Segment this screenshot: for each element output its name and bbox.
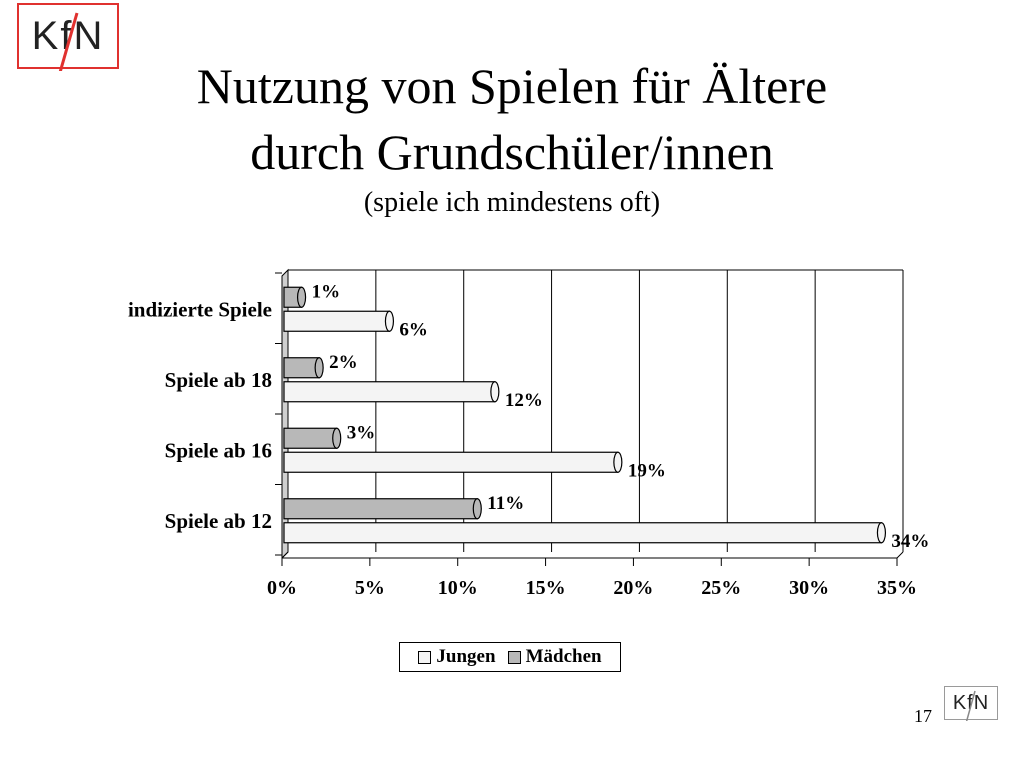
data-label: 12% [505, 390, 543, 411]
page-number: 17 [914, 706, 932, 726]
bar-cap [613, 451, 623, 473]
x-tick-label: 35% [877, 577, 917, 599]
logo-small-text: KfN [952, 691, 990, 714]
bar-jungen [283, 381, 496, 403]
data-label: 1% [312, 281, 341, 302]
bar-jungen [283, 522, 883, 544]
legend-item-jungen: Jungen [418, 646, 496, 668]
bar-cap [490, 381, 500, 403]
x-tick-label: 0% [267, 577, 297, 599]
legend-item-maedchen: Mädchen [507, 646, 602, 668]
chart-legend: Jungen Mädchen [399, 642, 621, 672]
category-label: indizierte Spiele [128, 297, 272, 321]
bar-cap [472, 498, 482, 520]
page-subtitle: (spiele ich mindestens oft) [363, 187, 661, 218]
x-axis-floor-edge-right [896, 551, 904, 559]
page-title-line2: durch Grundschüler/innen [250, 124, 774, 180]
bar-cap [332, 427, 342, 449]
bar-cap [384, 310, 395, 332]
x-tick-label: 20% [613, 577, 653, 599]
legend-swatch-jungen [418, 650, 432, 664]
x-tick-label: 5% [355, 577, 385, 599]
x-tick-label: 10% [438, 577, 478, 599]
data-label: 6% [399, 319, 428, 340]
legend-swatch-maedchen [507, 650, 521, 664]
bar-maedchen [283, 427, 338, 449]
data-label: 2% [329, 352, 358, 373]
bar-cap [314, 357, 324, 379]
bar-jungen [283, 310, 391, 332]
x-axis-floor-edge [281, 551, 289, 559]
bar-jungen [283, 451, 619, 473]
category-label: Spiele ab 18 [165, 368, 272, 392]
bar-maedchen [283, 498, 478, 520]
logo-small-slash-icon [965, 690, 976, 721]
bar-maedchen [283, 357, 320, 379]
category-label: Spiele ab 16 [165, 438, 272, 462]
kfn-logo: KfN [17, 3, 119, 71]
logo-slash-icon [58, 12, 79, 71]
data-label: 11% [487, 493, 524, 514]
bar-cap [296, 286, 307, 308]
category-label: Spiele ab 12 [165, 509, 272, 533]
legend-label-maedchen: Mädchen [525, 646, 602, 667]
page-title: Nutzung von Spielen für Ältere [196, 58, 828, 114]
data-label: 34% [891, 531, 929, 552]
x-tick-label: 15% [526, 577, 566, 599]
bar-cap [876, 522, 887, 544]
x-tick-label: 30% [789, 577, 829, 599]
kfn-logo-small: KfN [944, 686, 998, 721]
legend-label-jungen: Jungen [436, 646, 496, 667]
data-label: 3% [347, 422, 376, 443]
x-tick-label: 25% [701, 577, 741, 599]
data-label: 19% [628, 460, 666, 481]
